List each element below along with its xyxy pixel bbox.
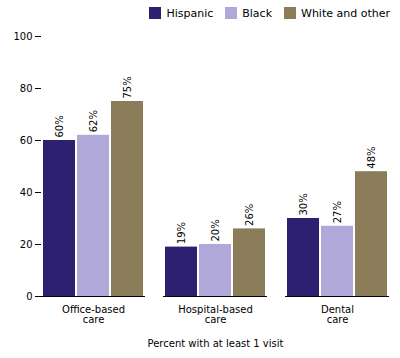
html-text:Hispanic: Hispanic [166, 6, 214, 20]
svg-text:0: 0 [26, 291, 32, 302]
svg-text:Office-basedcare: Office-basedcare [62, 304, 125, 325]
svg-text:30%: 30% [298, 193, 309, 215]
svg-text:20%: 20% [210, 219, 221, 241]
svg-text:27%: 27% [332, 201, 343, 223]
html-text:Black: Black [242, 6, 272, 20]
svg-text:19%: 19% [176, 222, 187, 244]
svg-text:Percent with at least 1 visit: Percent with at least 1 visit [148, 338, 284, 349]
svg-text:48%: 48% [366, 146, 377, 168]
svg-text:60%: 60% [54, 115, 65, 137]
svg-text:Hospital-basedcare: Hospital-basedcare [178, 304, 253, 325]
html-text:White and other: White and other [301, 6, 390, 20]
svg-text:60: 60 [20, 135, 33, 146]
svg-text:Dentalcare: Dentalcare [321, 304, 354, 325]
svg-text:75%: 75% [122, 76, 133, 98]
svg-text:20: 20 [20, 239, 33, 250]
svg-text:62%: 62% [88, 110, 99, 132]
svg-text:40: 40 [20, 187, 33, 198]
svg-text:26%: 26% [244, 204, 255, 226]
svg-text:80: 80 [20, 83, 33, 94]
svg-text:100: 100 [13, 31, 32, 42]
